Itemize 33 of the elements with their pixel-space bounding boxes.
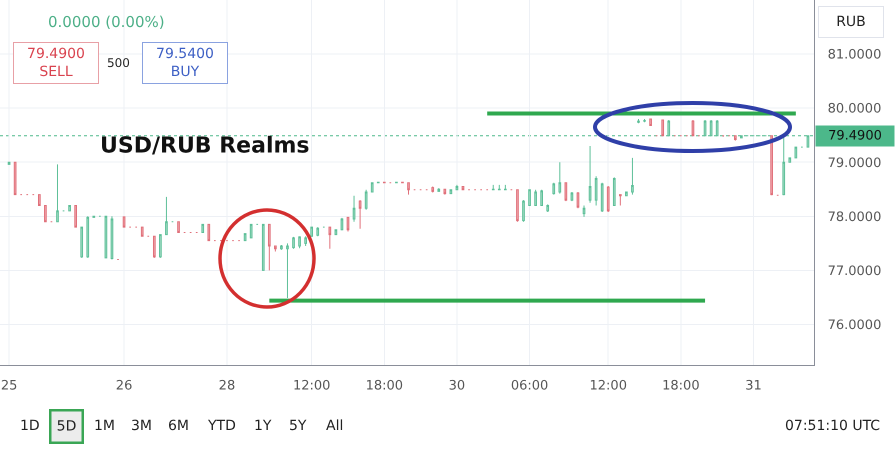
x-tick-label: 30 (448, 378, 466, 394)
x-tick-label: 25 (0, 378, 18, 394)
text: 1M (94, 418, 115, 434)
text: USD/RUB Realms (100, 134, 310, 159)
x-tick-label: 26 (116, 378, 132, 394)
x-tick-label: 12:00 (292, 378, 330, 394)
text: 3M (131, 418, 152, 434)
annotation: 79.5400 BUY (156, 46, 214, 80)
y-tick-label: 78.0000 (828, 210, 882, 225)
text: 5D (56, 418, 76, 434)
y-tick-label: 79.0000 (828, 156, 882, 171)
y-tick-label: 81.0000 (828, 48, 882, 63)
ref-line-label: 79.4900 (828, 128, 882, 144)
text: 1D (20, 418, 40, 434)
x-tick-label: 18:00 (366, 378, 404, 394)
x-tick-label: 12:00 (589, 378, 627, 394)
text: RUB (836, 14, 866, 30)
annotation: 500 (107, 56, 130, 70)
y-tick-label: 80.0000 (828, 102, 882, 117)
text: 6M (168, 418, 189, 434)
text: 5Y (289, 418, 307, 434)
annotation: 0.0000 (0.00%) (48, 13, 165, 31)
text: 07:51:10 UTC (785, 418, 880, 434)
x-tick-label: 31 (745, 378, 762, 394)
text: All (326, 418, 344, 434)
text: YTD (207, 418, 236, 434)
x-tick-label: 06:00 (510, 378, 548, 394)
y-tick-label: 77.0000 (828, 264, 882, 279)
x-tick-label: 18:00 (662, 378, 700, 394)
annotation: 79.4900 SELL (27, 46, 85, 80)
y-tick-label: 76.0000 (828, 318, 882, 333)
x-tick-label: 28 (218, 378, 236, 394)
text: 1Y (254, 418, 272, 434)
